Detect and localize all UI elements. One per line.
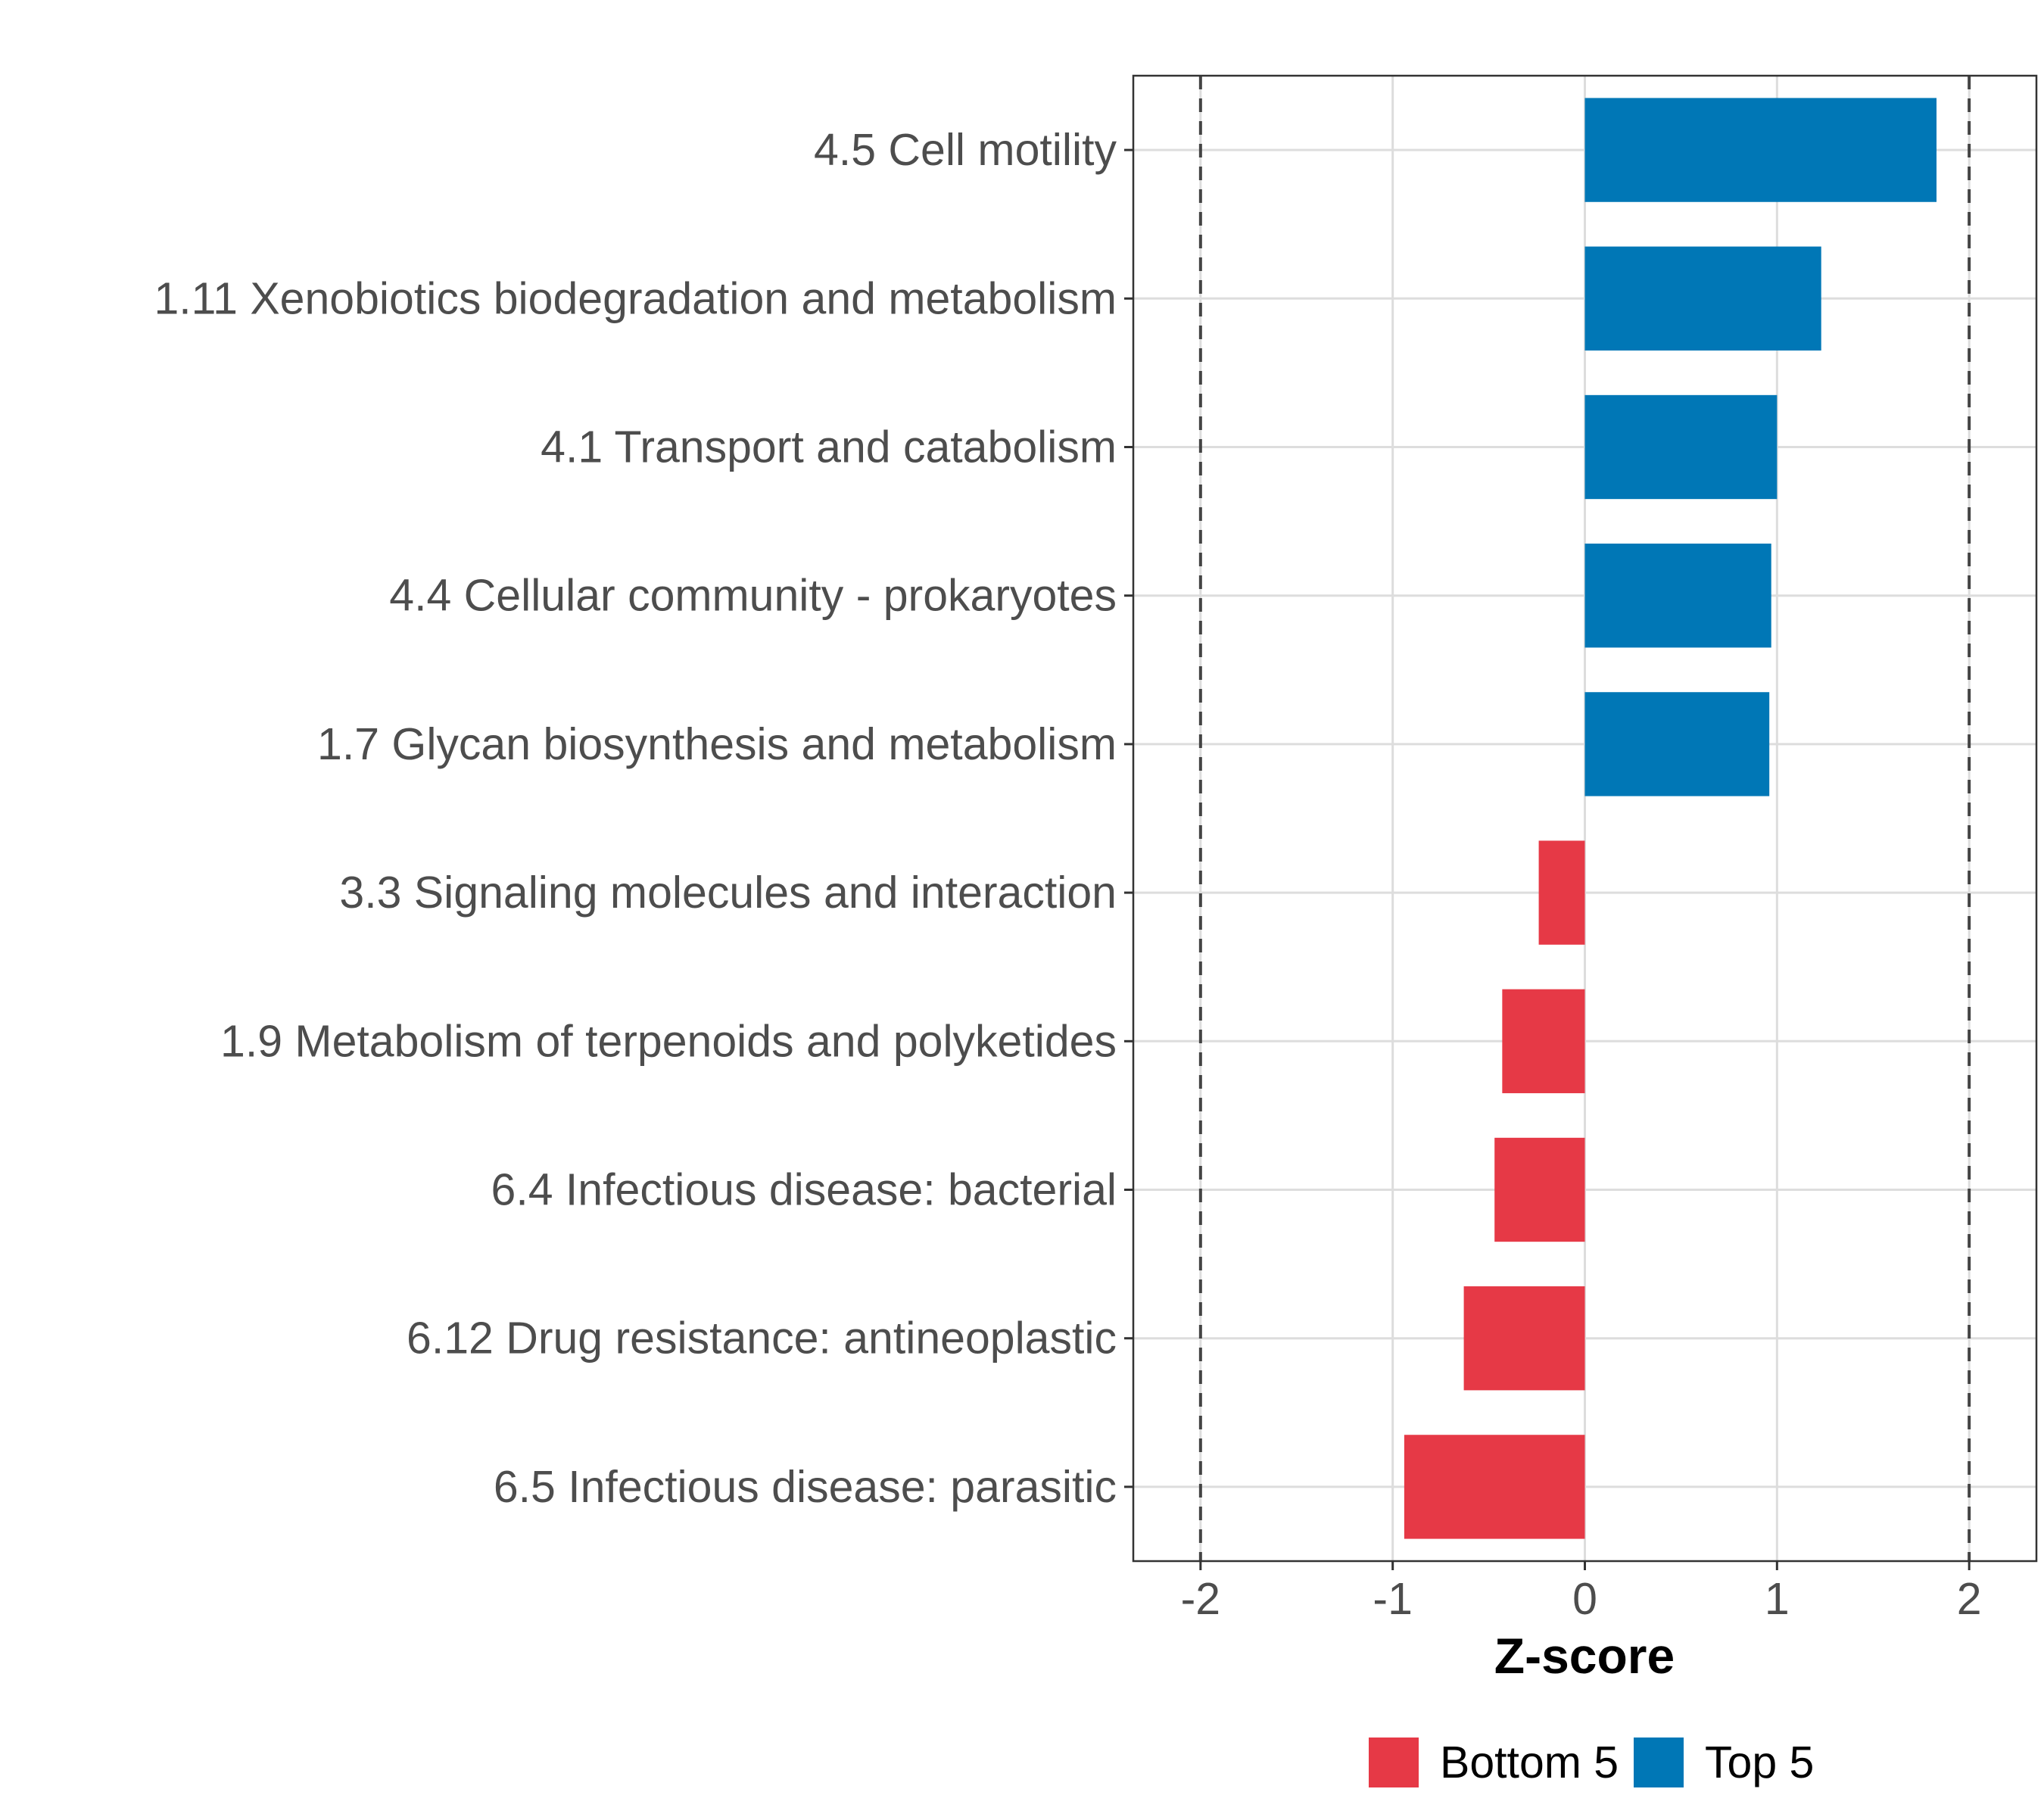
y-axis: 4.5 Cell motility 1.11 Xenobiotics biodeg… — [154, 125, 1133, 1512]
bar — [1494, 1137, 1585, 1242]
y-tick-label: 6.4 Infectious disease: bacterial — [491, 1165, 1117, 1215]
bar — [1584, 246, 1821, 351]
bar — [1404, 1435, 1585, 1539]
y-tick-label: 6.12 Drug resistance: antineoplastic — [407, 1314, 1117, 1364]
bar — [1538, 840, 1585, 945]
bar — [1584, 692, 1770, 796]
y-tick-label: 4.1 Transport and catabolism — [541, 422, 1117, 472]
bar — [1502, 989, 1585, 1093]
legend: Bottom 5 Top 5 — [1369, 1738, 1814, 1787]
y-tick-label: 6.5 Infectious disease: parasitic — [494, 1462, 1117, 1512]
y-tick-label: 1.9 Metabolism of terpenoids and polyket… — [220, 1016, 1117, 1066]
x-tick-label: 0 — [1572, 1574, 1597, 1624]
legend-label: Bottom 5 — [1440, 1738, 1619, 1787]
x-tick-label: 1 — [1765, 1574, 1790, 1624]
legend-label: Top 5 — [1705, 1738, 1814, 1787]
y-tick-label: 4.4 Cellular community - prokaryotes — [389, 571, 1117, 621]
bar — [1463, 1286, 1585, 1391]
y-tick-label: 3.3 Signaling molecules and interaction — [339, 868, 1117, 918]
bar — [1584, 98, 1937, 202]
x-tick-label: -1 — [1373, 1574, 1412, 1624]
x-tick-label: -2 — [1181, 1574, 1220, 1624]
y-tick-label: 1.7 Glycan biosynthesis and metabolism — [317, 719, 1117, 769]
x-tick-label: 2 — [1957, 1574, 1982, 1624]
x-axis-title: Z-score — [1494, 1628, 1675, 1684]
legend-swatch — [1369, 1738, 1419, 1787]
y-tick-label: 1.11 Xenobiotics biodegradation and meta… — [154, 273, 1117, 323]
x-axis: -2 -1 0 1 2 — [1181, 1561, 1982, 1624]
bar — [1584, 544, 1771, 648]
bar — [1584, 394, 1778, 500]
reference-lines — [1198, 76, 1971, 1561]
bars — [1404, 98, 1937, 1539]
legend-swatch — [1634, 1738, 1684, 1787]
y-tick-label: 4.5 Cell motility — [814, 125, 1117, 175]
